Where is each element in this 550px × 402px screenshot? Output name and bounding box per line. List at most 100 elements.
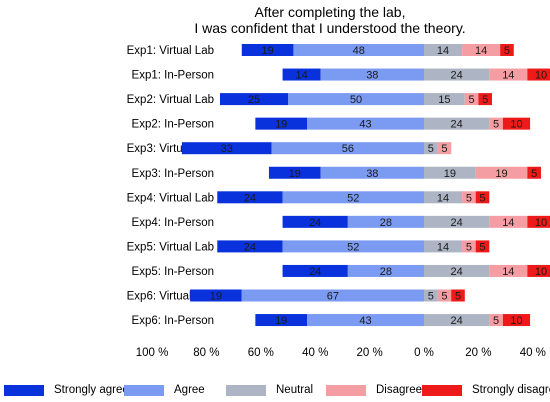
legend-label: Strongly agree — [54, 384, 129, 396]
data-label: 15 — [438, 94, 450, 106]
data-label: 25 — [248, 94, 260, 106]
bar-segment — [424, 93, 465, 106]
bar-segment — [475, 191, 490, 204]
chart-title-line-2: I was confident that I understood the th… — [194, 20, 466, 36]
bar-segment — [347, 264, 424, 277]
bar-segment — [527, 68, 550, 81]
bar-segment — [462, 191, 476, 204]
legend-label: Disagree — [376, 384, 423, 396]
data-label: 43 — [359, 315, 371, 327]
bar-segment — [489, 68, 528, 81]
bar-segment — [424, 240, 463, 253]
bar-segment — [451, 289, 465, 302]
bar-segment — [255, 117, 308, 130]
legend-label: Agree — [174, 384, 205, 396]
data-label: 38 — [366, 168, 378, 180]
chart-title-line-1: After completing the lab, — [254, 4, 406, 20]
bar-segment — [475, 240, 490, 253]
bar-segment — [424, 191, 463, 204]
data-label: 24 — [451, 315, 463, 327]
data-label: 14 — [502, 266, 514, 278]
data-label: 5 — [479, 241, 485, 253]
legend-swatch — [326, 384, 366, 396]
bar-segment — [527, 166, 541, 179]
bar-segment — [527, 264, 550, 277]
bar-segment — [424, 289, 438, 302]
category-label: Exp2: In-Person — [132, 119, 214, 131]
data-label: 5 — [428, 291, 434, 303]
data-label: 5 — [469, 94, 475, 106]
data-label: 19 — [261, 45, 273, 57]
bar-segment — [320, 68, 424, 81]
bar-segment — [268, 166, 321, 179]
data-label: 5 — [531, 168, 537, 180]
category-label: Exp3: In-Person — [132, 168, 214, 180]
bar-segment — [424, 44, 463, 56]
category-label: Exp2: Virtual Lab — [127, 94, 214, 106]
legend-label: Neutral — [276, 384, 314, 396]
bar-segment — [241, 289, 424, 302]
data-label: 19 — [444, 168, 456, 180]
bar-segment — [462, 240, 476, 253]
bar-segment — [424, 117, 490, 130]
data-label: 14 — [502, 70, 514, 82]
data-label: 14 — [502, 217, 514, 229]
bar-segment — [220, 93, 288, 106]
bar-segment — [502, 314, 531, 327]
category-label: Exp4: In-Person — [132, 217, 214, 229]
data-label: 10 — [535, 217, 547, 229]
data-label: 14 — [437, 241, 449, 253]
data-label: 5 — [428, 143, 434, 155]
category-label: Exp1: In-Person — [132, 70, 214, 82]
bar-segment — [293, 44, 424, 56]
bar-segment — [307, 314, 424, 327]
bar-segment — [190, 289, 242, 302]
data-label: 5 — [504, 45, 510, 57]
bar-segment — [424, 142, 438, 155]
bar-segment — [500, 44, 514, 56]
data-label: 5 — [466, 241, 472, 253]
data-label: 50 — [350, 94, 362, 106]
bar-segment — [282, 215, 348, 228]
bar-segment — [181, 142, 272, 155]
x-tick-label: 40 % — [302, 347, 328, 359]
legend-item: Agree — [124, 382, 205, 398]
data-label: 24 — [309, 217, 321, 229]
bar-segment — [424, 264, 490, 277]
data-label: 28 — [380, 266, 392, 278]
bar-segment — [464, 93, 479, 106]
bar-segment — [271, 142, 424, 155]
bar-segment — [241, 44, 294, 56]
data-label: 10 — [535, 70, 547, 82]
bar-segment — [478, 93, 492, 106]
legend-label: Strongly disagree — [472, 384, 550, 396]
data-label: 14 — [295, 70, 307, 82]
data-label: 10 — [510, 315, 522, 327]
data-label: 5 — [493, 119, 499, 131]
data-label: 52 — [347, 192, 359, 204]
data-label: 24 — [451, 70, 463, 82]
x-tick-label: 80 % — [193, 347, 219, 359]
bar-segment — [424, 215, 490, 228]
data-label: 14 — [475, 45, 487, 57]
bar-segment — [424, 166, 476, 179]
bar-segment — [217, 240, 283, 253]
bar-segment — [255, 314, 308, 327]
legend-item: Strongly agree — [4, 382, 129, 398]
bar-segment — [282, 264, 348, 277]
data-label: 19 — [275, 315, 287, 327]
bar-segment — [424, 68, 490, 81]
bar-segment — [320, 166, 424, 179]
data-label: 5 — [482, 94, 488, 106]
data-label: 19 — [210, 291, 222, 303]
bar-segment — [424, 314, 490, 327]
category-label: Exp5: In-Person — [132, 266, 214, 278]
data-label: 10 — [535, 266, 547, 278]
data-label: 5 — [466, 192, 472, 204]
x-tick-label: 0 % — [414, 347, 434, 359]
bar-segment — [437, 289, 452, 302]
data-label: 48 — [353, 45, 365, 57]
bar-segment — [527, 215, 550, 228]
legend-item: Neutral — [226, 382, 313, 398]
